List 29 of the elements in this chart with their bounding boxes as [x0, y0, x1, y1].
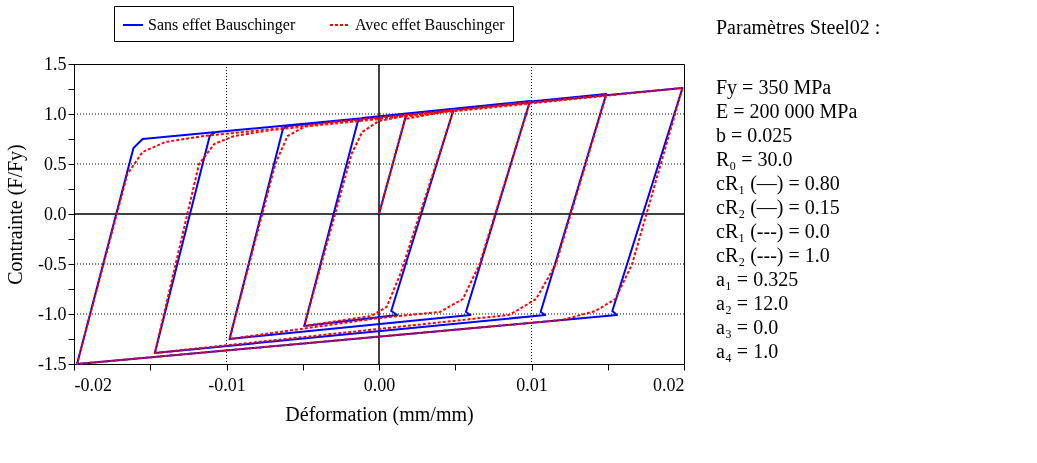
legend-label: Sans effet Bauschinger: [148, 16, 296, 34]
y-tick-label: -0.5: [38, 253, 67, 274]
text: Paramètres Steel02 :: [716, 16, 881, 38]
text: a₃ = 0.0: [716, 316, 779, 338]
text: cR₁ (---) = 0.0: [716, 220, 830, 243]
x-tick-label: -0.02: [74, 374, 112, 395]
y-axis-title: Contrainte (F/Fy): [4, 144, 28, 285]
text: a₁ = 0.325: [716, 268, 799, 290]
text: b = 0.025: [716, 124, 793, 146]
legend-label: Avec effet Bauschinger: [355, 16, 506, 34]
x-axis-title: Déformation (mm/mm): [285, 402, 474, 426]
y-tick-label: 1.5: [44, 53, 67, 74]
text: E = 200 000 MPa: [716, 100, 858, 122]
x-tick-label: 0.02: [653, 374, 685, 395]
y-tick-label: 0.5: [44, 153, 67, 174]
text: R₀ = 30.0: [716, 148, 793, 170]
text: Fy = 350 MPa: [716, 76, 832, 99]
y-tick-label: 0.0: [44, 203, 67, 224]
y-tick-label: -1.0: [38, 303, 67, 324]
x-tick-label: 0.01: [516, 374, 548, 395]
text: cR₂ (---) = 1.0: [716, 244, 830, 267]
text: a₂ = 12.0: [716, 292, 789, 314]
y-tick-label: 1.0: [44, 103, 67, 124]
text: a₄ = 1.0: [716, 340, 779, 362]
text: cR₂ (—) = 0.15: [716, 196, 840, 219]
y-tick-label: -1.5: [38, 353, 67, 374]
text: cR₁ (—) = 0.80: [716, 172, 840, 195]
x-tick-label: -0.01: [208, 374, 246, 395]
x-tick-label: 0.00: [363, 374, 396, 395]
